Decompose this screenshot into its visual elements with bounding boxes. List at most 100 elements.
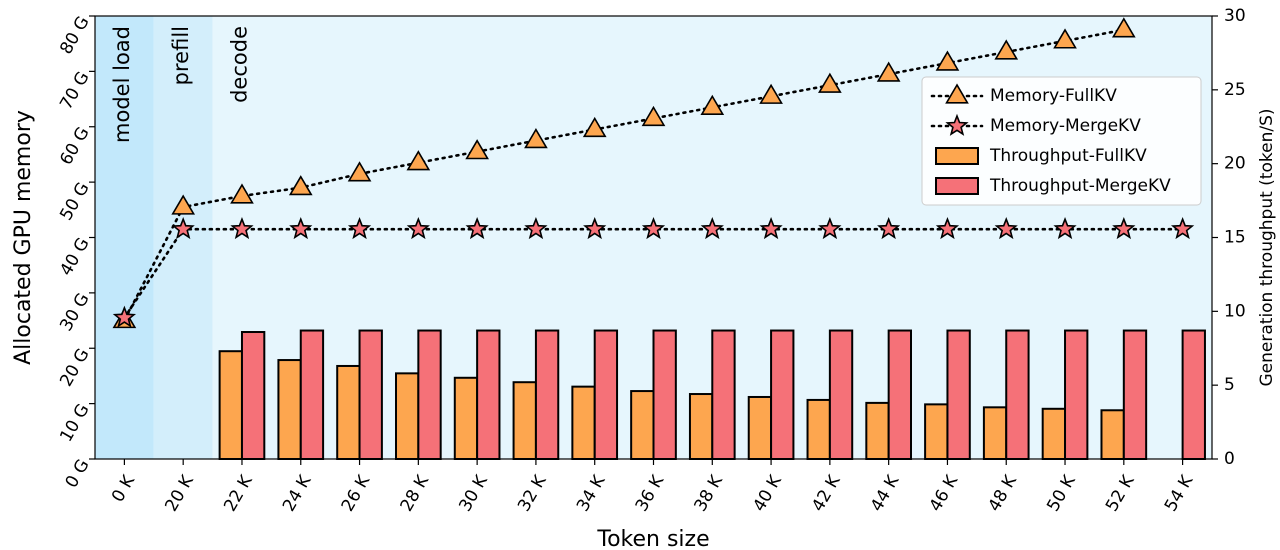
marker-memory-fullkv-11: [759, 83, 783, 104]
y-right-tick-label-0: 0: [1224, 449, 1235, 469]
x-tick-label-8: 34 K: [573, 471, 610, 515]
y-axis-right-title: Generation throughput (token/S): [1257, 109, 1277, 387]
legend-swatch-3: [935, 177, 979, 195]
legend-label-1: Memory-MergeKV: [990, 116, 1141, 136]
marker-memory-mergekv-6: [465, 216, 489, 240]
phase-label-2: decode: [228, 26, 252, 103]
bar-throughput-mergekv-3: [299, 329, 325, 460]
x-axis-title: Token size: [596, 527, 709, 550]
marker-memory-mergekv-11: [759, 216, 783, 240]
legend-label-3: Throughput-MergeKV: [989, 176, 1171, 196]
y-left-tick-label-3: 30 G: [56, 290, 93, 335]
marker-memory-fullkv-14: [935, 50, 960, 71]
x-tick-label-11: 40 K: [749, 471, 786, 515]
legend-box: [921, 76, 1202, 206]
marker-memory-fullkv-15: [994, 39, 1019, 60]
bar-throughput-mergekv-8: [593, 329, 619, 460]
y-left-tick-label-7: 70 G: [56, 68, 93, 113]
bar-throughput-mergekv-14: [946, 329, 971, 460]
y-left-tick-label-4: 40 G: [56, 235, 93, 280]
bar-throughput-fullkv-12: [806, 398, 831, 460]
bar-throughput-mergekv-13: [887, 329, 912, 460]
marker-memory-mergekv-15: [994, 216, 1018, 240]
marker-memory-mergekv-17: [1112, 216, 1136, 240]
bar-throughput-fullkv-5: [395, 372, 420, 461]
marker-memory-fullkv-6: [465, 139, 489, 160]
marker-memory-fullkv-1: [171, 194, 196, 215]
legend-marker-0: [945, 83, 969, 104]
marker-memory-mergekv-12: [818, 216, 842, 240]
y-axis-left-ticks: 0 G 10 G 20 G 30 G 40 G 50 G 60 G 70 G 80 G: [56, 13, 95, 491]
y-left-tick-label-8: 80 G: [56, 13, 93, 58]
bar-throughput-mergekv-11: [770, 329, 795, 460]
marker-memory-mergekv-9: [641, 216, 666, 240]
marker-memory-mergekv-5: [406, 216, 430, 240]
marker-memory-mergekv-2: [230, 216, 254, 240]
marker-memory-mergekv-10: [700, 216, 724, 240]
y-left-tick-label-2: 20 G: [56, 345, 93, 390]
bar-throughput-mergekv-7: [534, 329, 560, 460]
marker-memory-fullkv-16: [1053, 28, 1077, 49]
marker-memory-mergekv-3: [289, 216, 313, 240]
bar-throughput-fullkv-15: [982, 406, 1008, 461]
bar-throughput-fullkv-9: [630, 390, 655, 461]
bar-throughput-fullkv-6: [453, 376, 479, 460]
x-tick-label-10: 38 K: [691, 471, 728, 515]
x-tick-label-2: 22 K: [220, 471, 257, 515]
legend-marker-1: [945, 113, 969, 136]
bar-throughput-fullkv-16: [1041, 407, 1067, 461]
x-tick-label-13: 44 K: [867, 471, 904, 515]
marker-memory-fullkv-5: [406, 150, 431, 171]
marker-memory-mergekv-4: [347, 216, 372, 240]
marker-memory-mergekv-1: [171, 216, 195, 240]
bar-throughput-mergekv-18: [1181, 329, 1206, 460]
x-tick-label-18: 54 K: [1161, 471, 1198, 515]
phase-labels: model load prefill decode: [110, 26, 252, 143]
marker-memory-mergekv-16: [1053, 216, 1077, 240]
bar-throughput-mergekv-17: [1122, 329, 1148, 460]
y-right-tick-label-4: 20: [1224, 154, 1246, 174]
markers: [112, 17, 1195, 329]
phase-band-0: [95, 16, 154, 459]
legend-label-0: Memory-FullKV: [990, 86, 1117, 106]
x-axis-ticks: 0 K 20 K 22 K 24 K 26 K 28 K 30 K 32 K 34 K 36 K 3…: [108, 459, 1198, 515]
phase-band-1: [153, 16, 213, 459]
bar-throughput-fullkv-13: [865, 401, 890, 461]
y-axis-left-title: Allocated GPU memory: [11, 110, 36, 365]
bar-throughput-fullkv-11: [747, 395, 773, 461]
bar-throughput-mergekv-10: [711, 329, 736, 460]
x-tick-label-9: 36 K: [632, 471, 669, 515]
x-tick-label-4: 26 K: [338, 471, 375, 515]
bar-throughput-fullkv-7: [512, 381, 537, 460]
marker-memory-mergekv-0: [112, 305, 137, 328]
x-tick-label-3: 24 K: [279, 471, 316, 515]
y-left-tick-label-5: 50 G: [56, 179, 93, 224]
marker-memory-fullkv-10: [700, 94, 725, 115]
y-right-tick-label-3: 15: [1224, 228, 1246, 248]
marker-memory-fullkv-7: [524, 128, 548, 149]
bar-throughput-mergekv-6: [476, 329, 501, 460]
bar-throughput-fullkv-8: [571, 385, 596, 461]
y-right-tick-label-1: 5: [1224, 375, 1235, 395]
bar-throughput-fullkv-2: [218, 350, 243, 461]
marker-memory-fullkv-3: [288, 175, 313, 196]
marker-memory-mergekv-8: [583, 216, 607, 240]
legend-swatch-2: [935, 147, 979, 165]
phase-label-0: model load: [110, 26, 134, 143]
marker-memory-mergekv-7: [524, 216, 548, 240]
y-left-tick-label-0: 0 G: [62, 456, 94, 491]
x-tick-label-16: 50 K: [1043, 471, 1080, 515]
y-axis-right-ticks: 0 5 10 15 20 25 30: [1212, 6, 1246, 469]
bar-throughput-mergekv-9: [652, 329, 677, 460]
bar-throughput-mergekv-15: [1005, 329, 1030, 460]
bars: [218, 329, 1206, 461]
bar-throughput-fullkv-3: [277, 359, 302, 460]
marker-memory-fullkv-9: [641, 105, 666, 127]
x-tick-label-14: 46 K: [926, 471, 963, 515]
x-tick-label-15: 48 K: [984, 471, 1021, 515]
marker-memory-mergekv-18: [1170, 216, 1195, 240]
marker-memory-fullkv-2: [230, 183, 254, 204]
y-left-tick-label-1: 10 G: [56, 401, 93, 446]
x-tick-label-12: 42 K: [808, 471, 845, 515]
